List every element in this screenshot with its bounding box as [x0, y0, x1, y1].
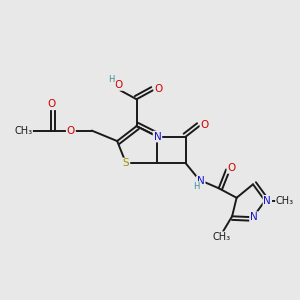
Text: N: N: [154, 132, 161, 142]
Text: CH₃: CH₃: [276, 196, 294, 206]
Text: N: N: [263, 196, 271, 206]
Text: N: N: [250, 212, 258, 222]
Text: O: O: [115, 80, 123, 90]
Text: CH₃: CH₃: [213, 232, 231, 242]
Text: O: O: [227, 163, 236, 173]
Text: N: N: [197, 176, 205, 186]
Text: CH₃: CH₃: [14, 126, 32, 136]
Text: O: O: [200, 120, 209, 130]
Text: H: H: [193, 182, 200, 191]
Text: H: H: [109, 75, 115, 84]
Text: O: O: [67, 126, 75, 136]
Text: O: O: [154, 84, 163, 94]
Text: S: S: [123, 158, 129, 168]
Text: O: O: [47, 99, 56, 109]
